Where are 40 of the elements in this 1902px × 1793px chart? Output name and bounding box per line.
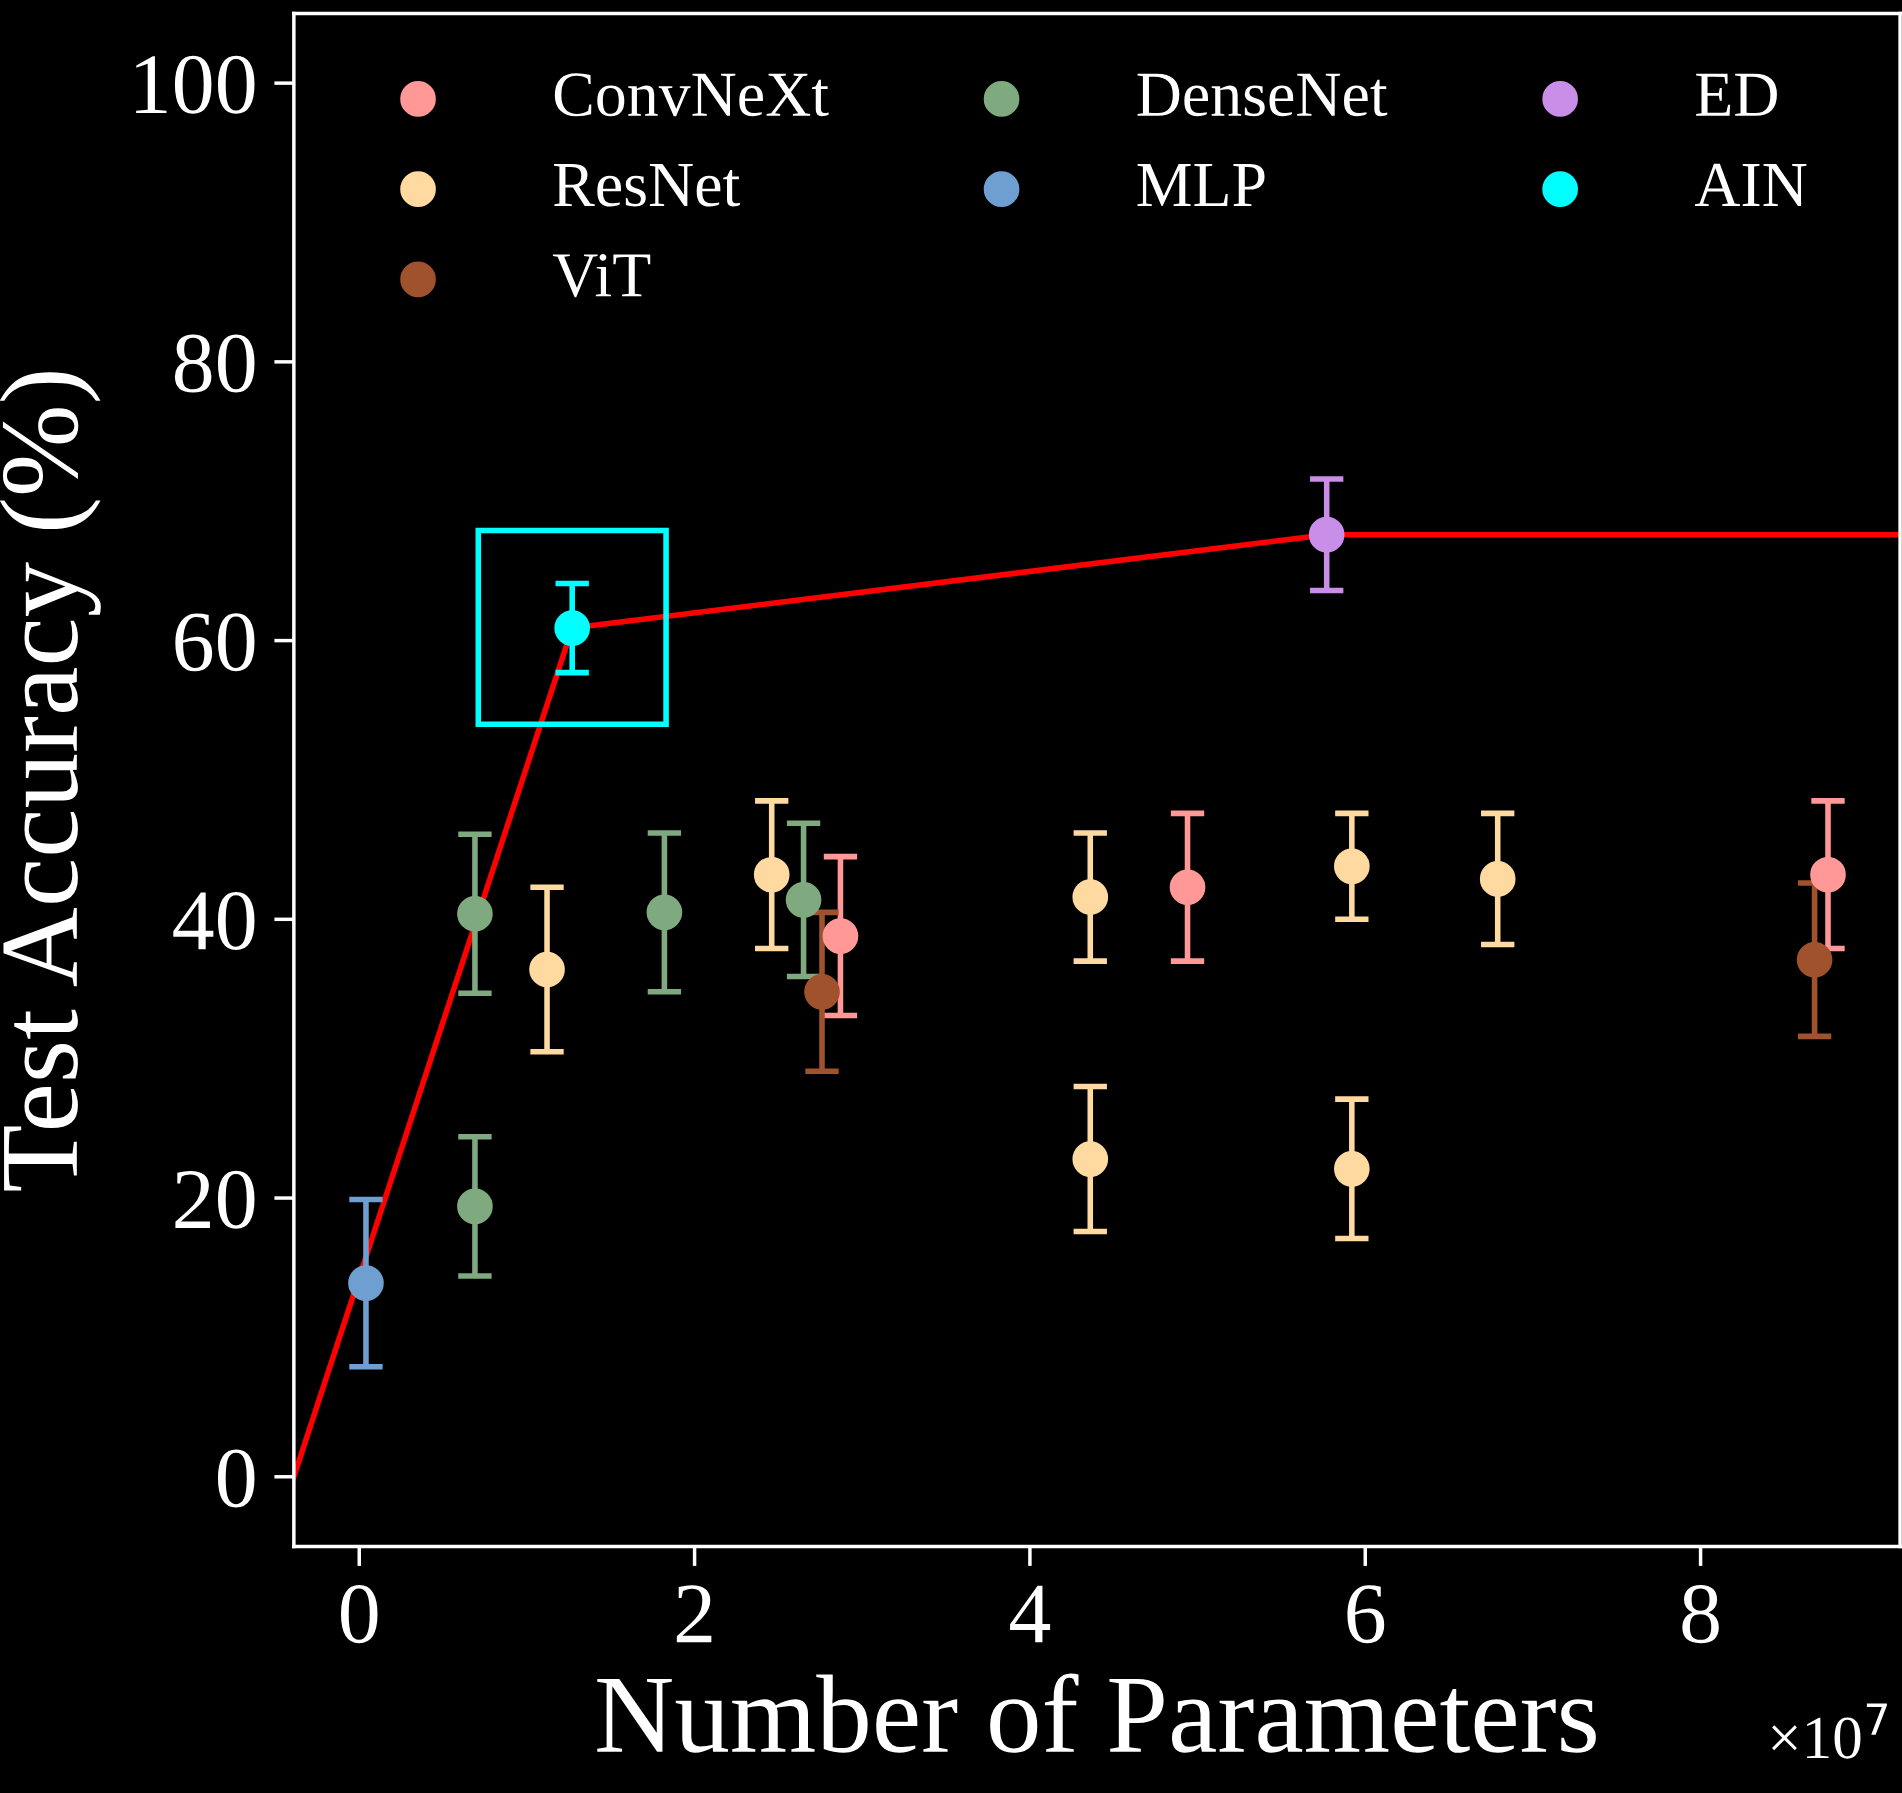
point — [529, 951, 565, 988]
point — [1479, 861, 1516, 897]
x-tick-label: 4 — [1010, 1585, 1051, 1643]
text: ×10$^{7}$ — [1772, 1703, 1887, 1759]
x-tick-label: 0 — [341, 1585, 378, 1644]
y-tick-label: 20 — [175, 1170, 255, 1229]
point — [822, 918, 859, 954]
legend-label: AIN — [1694, 163, 1807, 206]
point — [348, 1265, 384, 1301]
point — [1796, 941, 1833, 978]
point — [1308, 516, 1345, 553]
point — [1072, 879, 1109, 915]
y-tick-label: 100 — [136, 55, 255, 114]
legend-label: ED — [1696, 73, 1777, 116]
y-tick-label: 80 — [174, 334, 255, 393]
legend-label: DenseNet — [1137, 73, 1388, 117]
point — [457, 1188, 493, 1225]
point — [1169, 869, 1206, 906]
x-axis-title: Number of Parameters — [597, 1673, 1596, 1753]
x-tick-label: 6 — [1347, 1585, 1385, 1644]
legend-label: ResNet — [554, 164, 740, 207]
legend-label: ViT — [552, 253, 651, 298]
legend-label: MLP — [1137, 164, 1265, 206]
point — [1072, 1141, 1109, 1177]
x-tick-label: 8 — [1682, 1585, 1719, 1644]
x-tick-label: 2 — [676, 1585, 712, 1643]
legend-label: ConvNeXt — [554, 73, 829, 117]
point — [646, 894, 683, 931]
point — [554, 610, 591, 646]
point — [804, 973, 840, 1010]
y-tick-label: 0 — [217, 1449, 255, 1508]
point — [1810, 856, 1846, 893]
point — [457, 895, 493, 932]
y-tick-label: 60 — [175, 613, 255, 672]
point — [785, 881, 822, 918]
point — [1334, 848, 1370, 885]
point — [753, 856, 790, 893]
y-axis-title: Test Accuracy (%) — [0, 372, 101, 1191]
point — [1334, 1150, 1370, 1187]
y-tick-label: 40 — [173, 891, 255, 951]
